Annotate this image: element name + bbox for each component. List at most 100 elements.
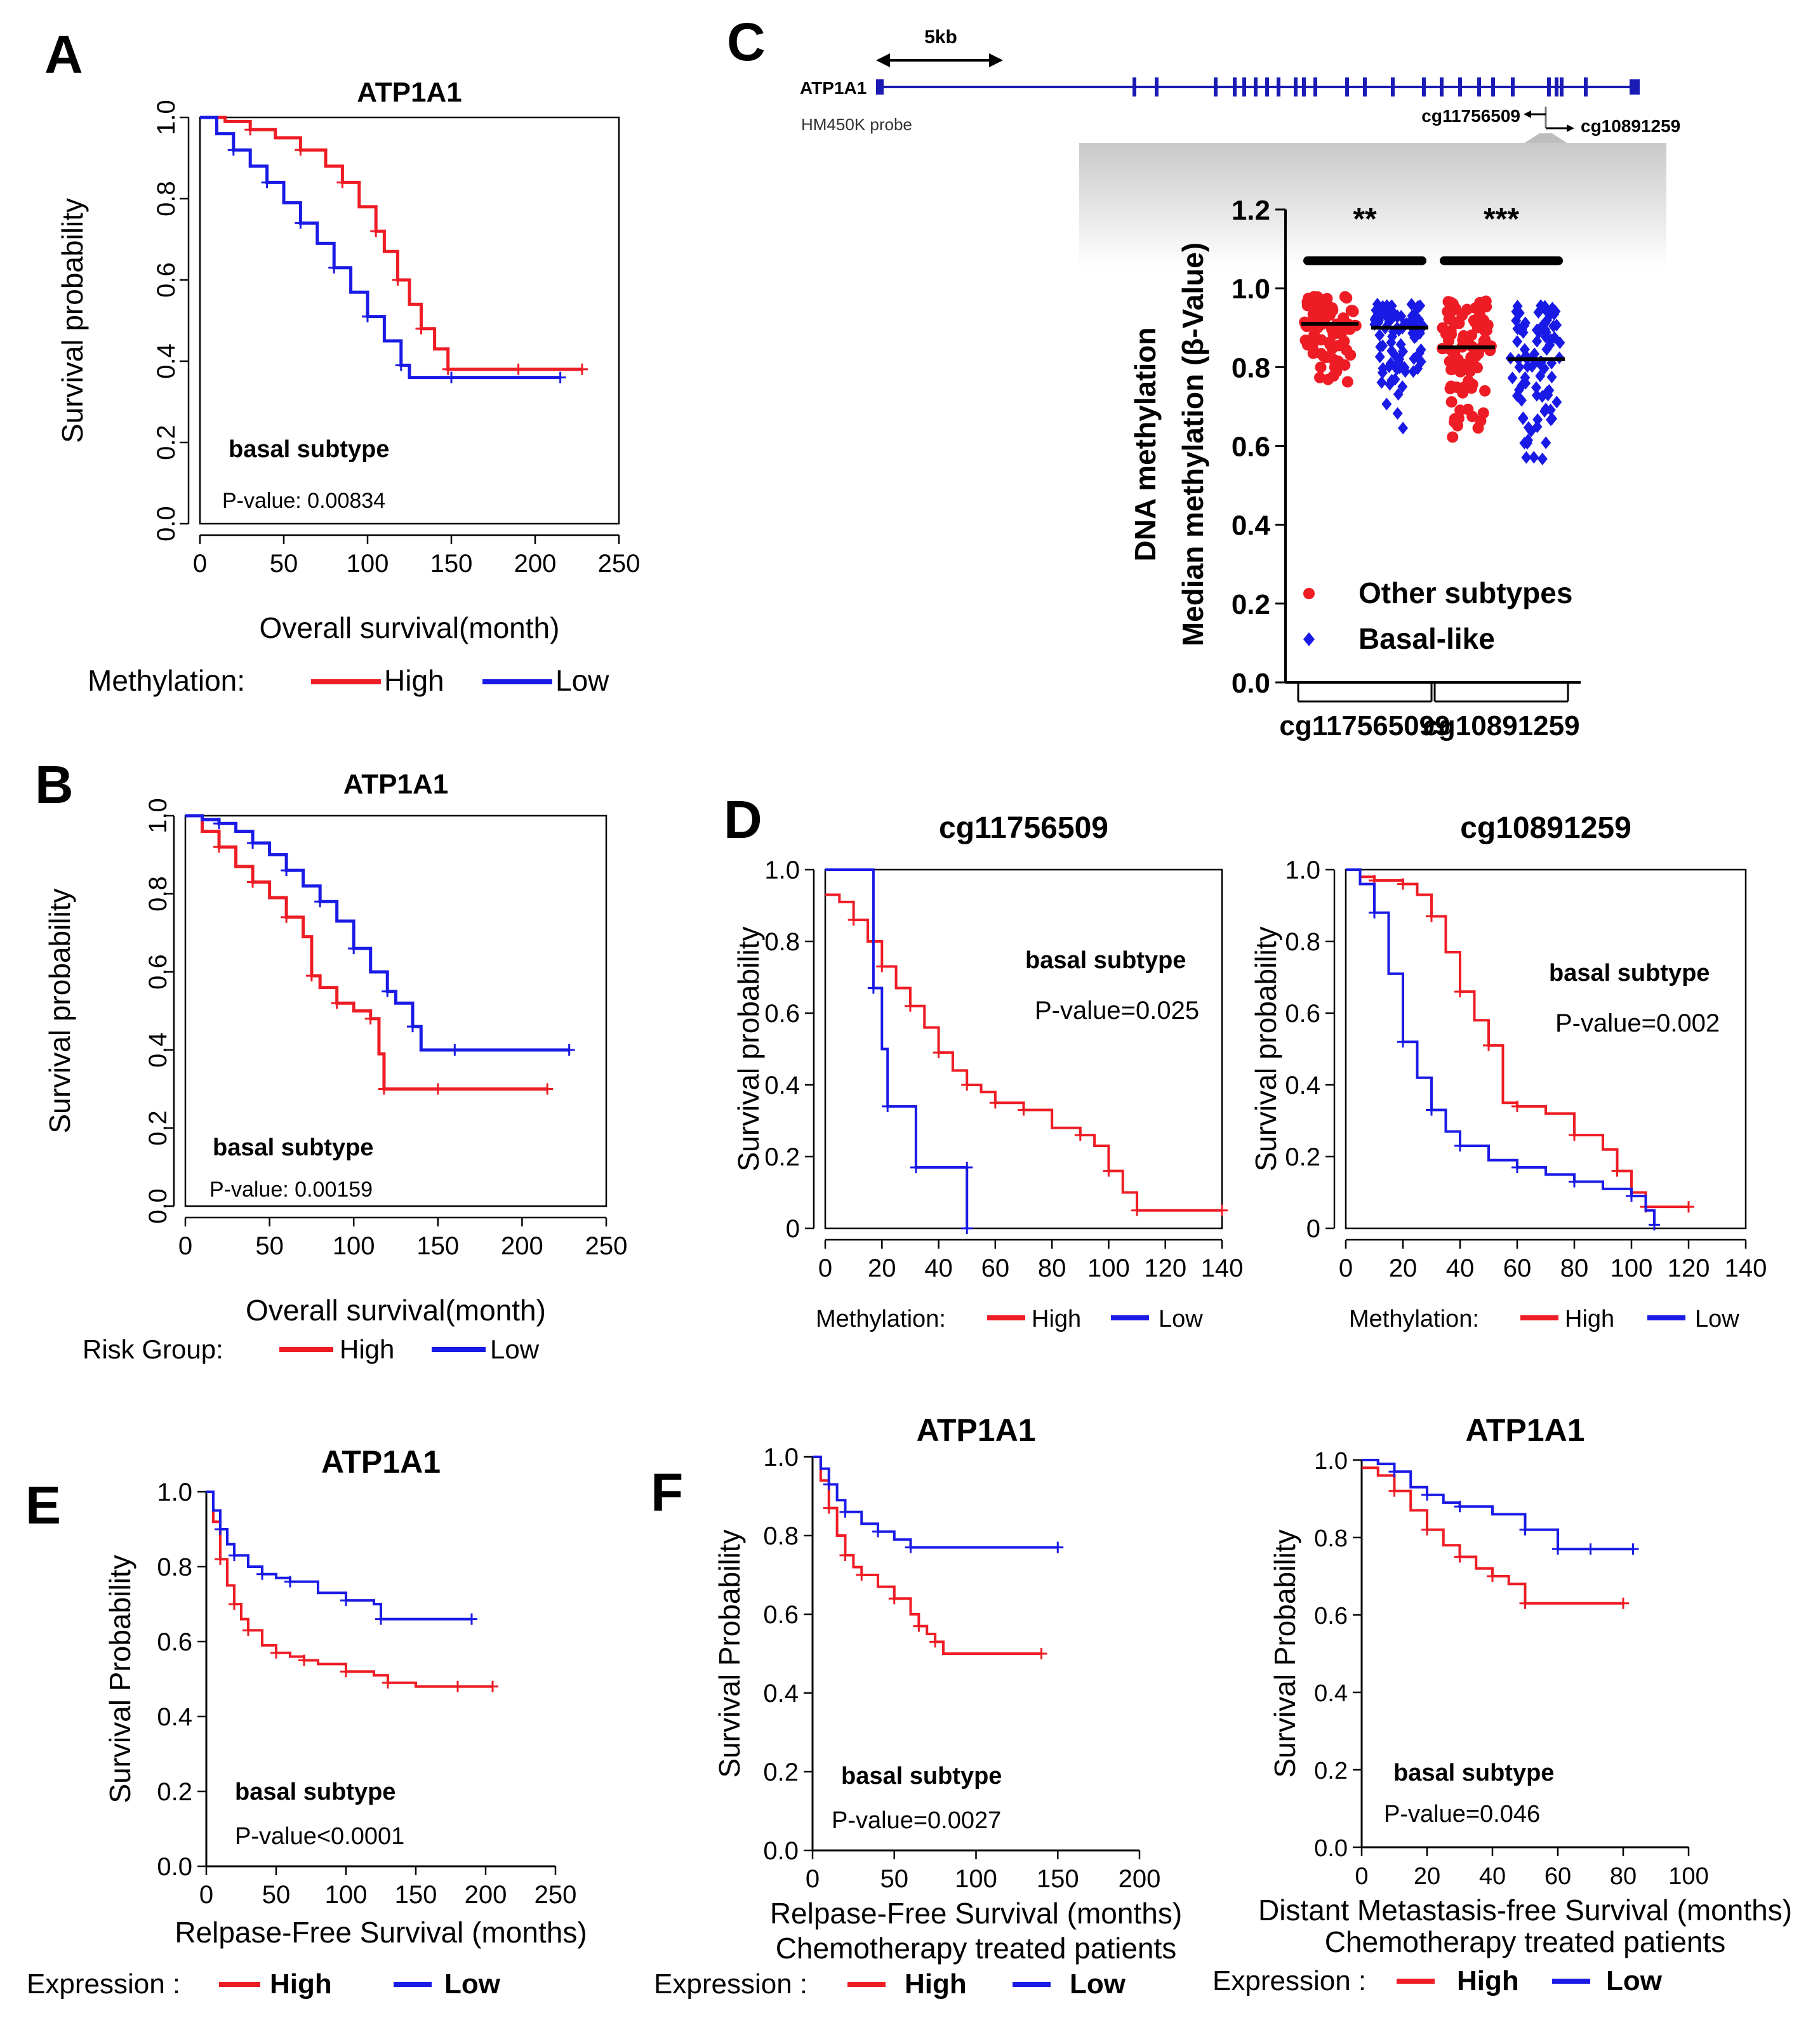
x-axis-label: Relpase-Free Survival (months) [175,1916,587,1949]
charts-container: 0 50 100 150 200 2500.00.20.40.60.81.0ATP1A1O… [27,77,1792,2000]
censor-mark [1626,1190,1637,1202]
x-tick-label: 150 [395,1881,437,1909]
legend-title: Expression : [654,1969,807,2000]
x-axis-label-2: Chemotherapy treated patients [776,1932,1177,1965]
x-tick-label: 100 [1668,1863,1708,1890]
data-point [1529,451,1539,464]
x-tick-label: 250 [535,1881,577,1909]
censor-mark [856,1569,868,1581]
scale-bar: 5kb [876,27,1003,67]
data-point [1339,359,1351,371]
legend-label-low: Low [490,1334,540,1364]
exon [1477,77,1481,96]
y-tick-label: 0.4 [1285,1072,1320,1099]
data-point [1407,309,1418,322]
p-value: P-value: 0.00159 [209,1178,373,1202]
x-tick-label: 60 [1503,1254,1532,1282]
legend-title: Methylation: [88,664,245,697]
chart-title: cg11756509 [939,811,1108,845]
exon [1560,77,1564,96]
x-tick-label: 150 [416,1232,459,1260]
censor-mark [340,1595,352,1607]
exon [1584,77,1588,96]
censor-mark [1617,1597,1629,1609]
censor-mark [281,911,293,923]
x-tick-label: 200 [514,550,557,578]
censor-mark [1454,1140,1466,1152]
data-point [1395,338,1406,351]
data-point [1531,381,1542,394]
y-tick-label: 0.4 [1232,510,1271,541]
censor-mark [872,1525,884,1537]
censor-mark [314,896,326,908]
censor-mark [295,217,307,229]
censor-mark [452,1680,463,1692]
censor-mark [554,371,566,383]
y-tick-label: 0.2 [1314,1758,1348,1784]
exon [1313,77,1317,96]
y-tick-label: 0.6 [152,262,180,298]
plot-frame [824,868,1223,1230]
y-axis-label: Survival Probability [1268,1529,1301,1777]
chart-f1: 0 50 100 150 200 0.0 0.2 0.4 0.6 0.8 1.0 ATP1A1 Relp… [654,1412,1182,2000]
data-point [1315,348,1327,360]
chart-e: 0 50 100 150 200 250 0.0 0.2 0.4 0.6 0.8 1.0 ATP1A1 R… [27,1444,587,2000]
x-tick-label: 140 [1201,1254,1244,1282]
censor-mark [1388,1466,1400,1478]
subtype-annotation: basal subtype [1549,960,1710,986]
data-point [1324,337,1336,349]
censor-mark [1683,1201,1694,1213]
x-tick-label: 0 [818,1254,832,1282]
survival-curve-high [1346,868,1689,1209]
x-tick-label: 150 [1037,1865,1079,1893]
censor-mark [1569,1129,1580,1141]
y-tick-label: 0.2 [1285,1143,1320,1171]
censor-mark [1569,1176,1580,1188]
legend-label-high: High [1032,1306,1081,1332]
survival-curve-low [825,868,969,1228]
censor-mark [362,310,373,322]
censor-mark [904,1000,916,1012]
censor-mark [867,982,879,994]
y-tick-label: 0.6 [157,1628,192,1656]
probe-markers: cg11756509 cg10891259 [1421,106,1680,136]
data-point [1466,356,1478,368]
survival-curve-low [813,1456,1058,1549]
chart-title: ATP1A1 [343,769,448,800]
legend-marker-basal [1303,632,1315,646]
censor-mark [913,1620,925,1632]
x-tick-label: 0 [199,1881,213,1909]
data-point [1336,326,1348,338]
censor-mark [1454,1551,1466,1563]
censor-mark [1511,1100,1523,1112]
exon [1547,77,1551,96]
censor-mark [1426,910,1437,922]
survival-curve-high [206,1491,493,1688]
censor-mark [407,1021,419,1033]
x-tick-label: 80 [1038,1254,1066,1282]
data-point [1339,291,1351,303]
x-tick-label: 100 [333,1232,375,1260]
censor-mark [213,841,225,853]
y-tick-label: 0.2 [763,1758,799,1786]
censor-mark [1131,1204,1143,1216]
censor-mark [215,1553,226,1565]
censor-mark [242,1624,254,1637]
data-point [1546,370,1557,383]
censor-mark [1649,1219,1660,1231]
legend-label-low: Low [555,664,609,697]
data-point [1512,335,1523,348]
censor-mark [229,1598,240,1610]
x-tick-label: 120 [1144,1254,1186,1282]
data-point [1444,383,1456,395]
censor-mark [284,1576,296,1588]
exon [1254,77,1258,96]
y-tick-label: 0.8 [1285,928,1320,956]
legend-marker-other [1303,588,1315,599]
exon [1391,77,1395,96]
panel-letter-b: B [35,755,74,814]
data-point [1479,385,1491,397]
chart-c: 0.0 0.2 0.4 0.6 0.8 1.0 1.2 DNA methylation Medi… [1129,195,1581,741]
y-tick-label: 0.8 [157,1553,192,1581]
